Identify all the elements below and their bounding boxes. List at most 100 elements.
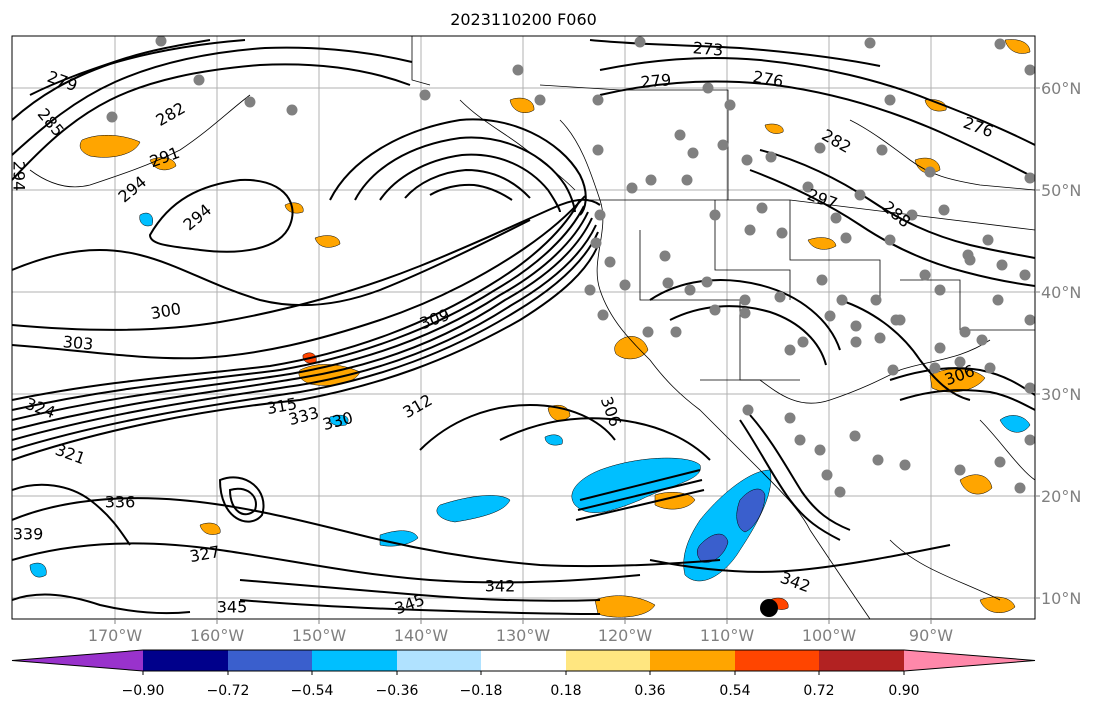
contour-lines — [12, 39, 1035, 615]
orange-patch — [594, 595, 656, 618]
colorbar-tick-label: 0.72 — [803, 683, 834, 699]
station-marker — [850, 336, 862, 348]
orange-patch — [807, 237, 837, 250]
station-marker — [776, 227, 788, 239]
station-marker — [992, 294, 1004, 306]
station-marker — [887, 364, 899, 376]
station-marker — [906, 209, 918, 221]
station-marker — [834, 486, 846, 498]
station-marker — [959, 326, 971, 338]
station-marker — [938, 204, 950, 216]
station-marker — [934, 342, 946, 354]
contour-label: 345 — [217, 598, 248, 617]
station-marker — [814, 142, 826, 154]
lon-tick-label: 90°W — [909, 626, 953, 645]
station-marker — [592, 144, 604, 156]
station-marker — [964, 254, 976, 266]
station-marker — [739, 307, 751, 319]
station-marker — [854, 189, 866, 201]
station-marker — [592, 94, 604, 106]
colorbar-segment — [312, 650, 397, 671]
station-marker — [244, 96, 256, 108]
station-marker — [821, 469, 833, 481]
station-marker — [1024, 434, 1035, 446]
colorbar-segment — [228, 650, 312, 671]
station-marker — [797, 336, 809, 348]
orange-patch — [284, 202, 304, 214]
station-marker — [996, 259, 1008, 271]
orange-patch — [959, 474, 993, 495]
station-marker — [934, 284, 946, 296]
orange-patch — [314, 235, 341, 248]
station-marker — [709, 304, 721, 316]
storm-center-marker — [760, 599, 778, 617]
station-marker — [784, 344, 796, 356]
station-marker — [634, 36, 646, 48]
lon-tick-label: 110°W — [700, 626, 755, 645]
station-marker — [814, 444, 826, 456]
orange-patch — [1004, 39, 1031, 54]
graticule — [12, 36, 1035, 619]
station-marker — [794, 434, 806, 446]
blue-patch — [999, 415, 1031, 433]
contour-label: 303 — [62, 332, 94, 354]
station-marker — [1019, 269, 1031, 281]
colorbar-tick-label: 0.36 — [634, 683, 665, 699]
colorbar-tick-label: 0.18 — [550, 683, 581, 699]
station-marker — [717, 139, 729, 151]
station-marker — [584, 284, 596, 296]
station-marker — [876, 144, 888, 156]
lat-tick-label: 30°N — [1041, 385, 1081, 404]
station-marker — [684, 284, 696, 296]
lat-tick-label: 50°N — [1041, 181, 1081, 200]
lon-tick-label: 140°W — [394, 626, 449, 645]
lon-tick-label: 120°W — [598, 626, 653, 645]
contour-label: 294 — [10, 161, 29, 192]
colorbar-segment — [143, 650, 228, 671]
blue-patch-dark — [697, 533, 729, 563]
station-marker — [645, 174, 657, 186]
lon-tick-label: 130°W — [496, 626, 551, 645]
colorbar: −0.90 −0.72 −0.54 −0.36 −0.18 0.18 0.36 0.54 0.7… — [11, 649, 1036, 699]
station-marker — [894, 314, 906, 326]
station-marker — [756, 202, 768, 214]
station-marker — [976, 334, 988, 346]
colorbar-tick-label: −0.54 — [291, 683, 334, 699]
station-marker — [984, 362, 996, 374]
station-marker — [642, 326, 654, 338]
lat-tick-label: 60°N — [1041, 79, 1081, 98]
latitude-axis: 60°N 50°N 40°N 30°N 20°N 10°N — [1035, 79, 1081, 608]
station-marker — [594, 209, 606, 221]
station-marker — [709, 209, 721, 221]
station-marker — [824, 310, 836, 322]
station-marker — [626, 182, 638, 194]
lon-tick-label: 100°W — [802, 626, 857, 645]
station-marker — [1024, 382, 1035, 394]
colorbar-tick-label: 0.90 — [888, 683, 919, 699]
station-markers — [106, 36, 1035, 498]
station-marker — [687, 147, 699, 159]
blue-patch — [139, 212, 153, 227]
orange-patch — [764, 123, 784, 134]
colorbar-extend-low — [12, 650, 143, 671]
blue-patch — [329, 414, 349, 426]
lon-tick-label: 160°W — [190, 626, 245, 645]
colorbar-tick-label: −0.90 — [122, 683, 165, 699]
colorbar-tick-label: −0.72 — [207, 683, 250, 699]
orange-patch — [614, 336, 649, 360]
station-marker — [929, 362, 941, 374]
station-marker — [742, 404, 754, 416]
station-marker — [774, 291, 786, 303]
station-marker — [870, 294, 882, 306]
lon-tick-label: 170°W — [88, 626, 143, 645]
station-marker — [604, 256, 616, 268]
station-marker — [954, 464, 966, 476]
station-marker — [590, 237, 602, 249]
colorbar-tick-label: −0.36 — [376, 683, 419, 699]
station-marker — [1024, 172, 1035, 184]
colorbar-segment — [566, 650, 650, 671]
station-marker — [784, 412, 796, 424]
station-marker — [899, 459, 911, 471]
orange-patch — [924, 99, 947, 112]
